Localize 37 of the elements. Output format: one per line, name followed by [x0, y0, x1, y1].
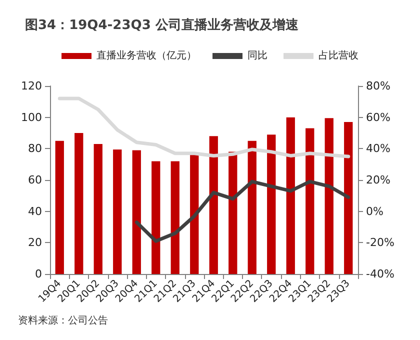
bar [306, 128, 314, 274]
y-tick-label: 20 [28, 236, 42, 250]
y-tick-label: 60 [28, 174, 42, 186]
legend-label: 占比营收 [318, 50, 358, 62]
bar [248, 140, 256, 274]
legend-label: 同比 [248, 50, 268, 62]
y-tick-label: 0 [35, 268, 42, 280]
y-tick-label: 100 [21, 110, 42, 124]
bar [170, 161, 180, 274]
y2-tick-label: 80% [366, 80, 390, 92]
y2-tick-label: 0% [366, 204, 384, 218]
legend-label: 直播业务营收（亿元） [96, 50, 196, 62]
chart-title: 图34：19Q4-23Q3 公司直播业务营收及增速 [25, 17, 300, 33]
bar [344, 122, 353, 274]
y2-tick-label: 20% [366, 174, 390, 186]
y2-tick-label: -20% [366, 236, 394, 250]
bar [113, 149, 122, 274]
bar [324, 118, 334, 274]
y-tick-label: 40 [28, 204, 42, 218]
bar [74, 133, 84, 274]
y2-tick-label: 40% [366, 142, 390, 156]
bar [190, 154, 199, 274]
bar [267, 134, 276, 274]
text: 资料来源：公司公告 [18, 314, 108, 326]
bar [132, 150, 141, 274]
y-tick-label: 80 [28, 142, 42, 156]
y-tick-label: 120 [21, 80, 42, 92]
bar [209, 136, 218, 274]
y2-tick-label: 60% [366, 110, 390, 124]
bar [55, 140, 64, 274]
line-series [134, 180, 350, 243]
bar [228, 152, 238, 274]
bar [286, 117, 295, 274]
line-series [58, 96, 350, 158]
bar [94, 144, 102, 274]
y2-tick-label: -40% [366, 268, 394, 280]
bar [152, 161, 160, 274]
